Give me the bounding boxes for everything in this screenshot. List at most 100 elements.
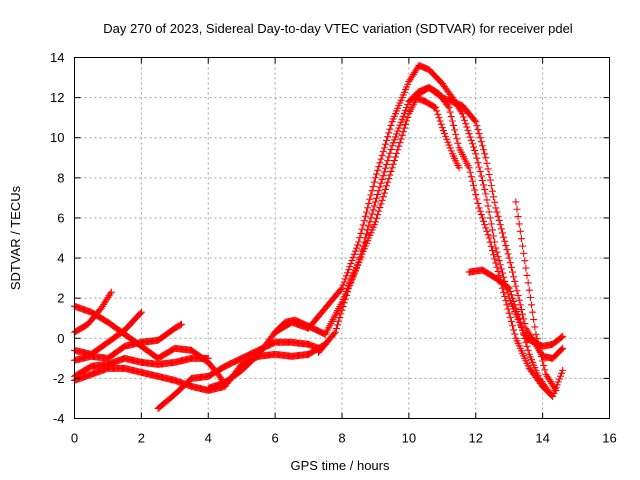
- data-point: [488, 187, 496, 195]
- data-point: [364, 204, 372, 212]
- data-point: [379, 148, 387, 156]
- data-point: [340, 278, 348, 286]
- data-point: [178, 320, 185, 328]
- data-point: [549, 381, 557, 389]
- data-point: [441, 129, 449, 137]
- data-point: [342, 272, 350, 280]
- data-point: [347, 260, 355, 268]
- data-point: [525, 286, 533, 294]
- data-point: [461, 116, 469, 124]
- data-point: [346, 263, 354, 271]
- data-point: [520, 315, 528, 323]
- data-point: [556, 372, 564, 380]
- data-point: [526, 293, 534, 301]
- data-point: [386, 171, 394, 179]
- data-point: [476, 168, 484, 176]
- data-point: [490, 193, 498, 201]
- data-point: [447, 113, 455, 121]
- data-point: [509, 268, 517, 276]
- data-point: [468, 177, 476, 185]
- data-point: [486, 238, 494, 246]
- y-tick-label: 10: [50, 130, 64, 145]
- data-point: [445, 141, 453, 149]
- data-layer: [71, 62, 567, 412]
- data-point: [410, 69, 418, 77]
- data-point: [137, 308, 145, 316]
- data-point: [520, 249, 528, 257]
- data-point: [341, 295, 349, 303]
- data-point: [505, 254, 513, 262]
- data-point: [339, 303, 347, 311]
- data-point: [106, 290, 114, 298]
- data-point: [204, 354, 212, 362]
- series-track-11: [465, 266, 553, 396]
- data-point: [464, 126, 472, 134]
- data-point: [392, 133, 399, 141]
- x-tick-label: 14: [535, 431, 549, 446]
- data-point: [366, 195, 374, 203]
- data-point: [488, 226, 496, 234]
- data-point: [532, 330, 540, 338]
- data-point: [338, 306, 346, 314]
- data-point: [493, 208, 501, 216]
- x-tick-label: 10: [402, 431, 416, 446]
- data-point: [385, 175, 393, 183]
- data-point: [394, 146, 402, 154]
- data-point: [514, 291, 522, 299]
- chart-title: Day 270 of 2023, Sidereal Day-to-day VTE…: [103, 21, 573, 36]
- data-point: [409, 70, 417, 78]
- data-point: [519, 310, 527, 318]
- data-point: [503, 246, 511, 254]
- data-point: [524, 279, 532, 287]
- data-point: [376, 183, 384, 191]
- data-point: [379, 172, 387, 180]
- data-point: [385, 129, 393, 137]
- series-track-13: [412, 94, 463, 172]
- data-point: [361, 212, 369, 220]
- data-point: [334, 321, 342, 329]
- data-point: [377, 155, 385, 163]
- data-point: [551, 385, 559, 393]
- data-point: [516, 227, 524, 235]
- data-point: [543, 372, 551, 380]
- data-point: [387, 121, 395, 129]
- data-point: [387, 167, 395, 175]
- data-point: [376, 204, 384, 212]
- x-tick-label: 16: [602, 431, 616, 446]
- data-point: [544, 374, 552, 382]
- data-point: [374, 166, 382, 174]
- data-point: [488, 247, 496, 255]
- y-tick-label: -2: [53, 371, 65, 386]
- data-point: [355, 238, 363, 246]
- x-tick-label: 12: [469, 431, 483, 446]
- data-point: [558, 369, 566, 377]
- data-point: [406, 76, 414, 84]
- data-point: [448, 94, 456, 102]
- data-point: [99, 301, 107, 309]
- series-track-10: [315, 84, 567, 400]
- data-point: [533, 335, 541, 343]
- x-tick-label: 8: [338, 431, 345, 446]
- y-tick-label: 14: [50, 50, 64, 65]
- data-point: [389, 139, 397, 147]
- data-point: [405, 78, 413, 86]
- data-point: [482, 190, 490, 198]
- data-point: [540, 361, 548, 369]
- data-point: [504, 250, 512, 258]
- data-point: [381, 185, 389, 193]
- data-point: [453, 101, 461, 109]
- data-point: [512, 304, 520, 312]
- data-point: [176, 321, 184, 329]
- data-point: [474, 159, 482, 167]
- data-point: [403, 117, 411, 125]
- data-point: [511, 330, 519, 338]
- data-point: [484, 231, 492, 239]
- data-point: [519, 242, 527, 250]
- data-point: [511, 277, 519, 285]
- data-point: [388, 164, 396, 172]
- data-point: [357, 229, 365, 237]
- data-point: [381, 164, 389, 172]
- data-point: [473, 122, 481, 130]
- data-point: [447, 147, 455, 155]
- data-point: [399, 112, 407, 120]
